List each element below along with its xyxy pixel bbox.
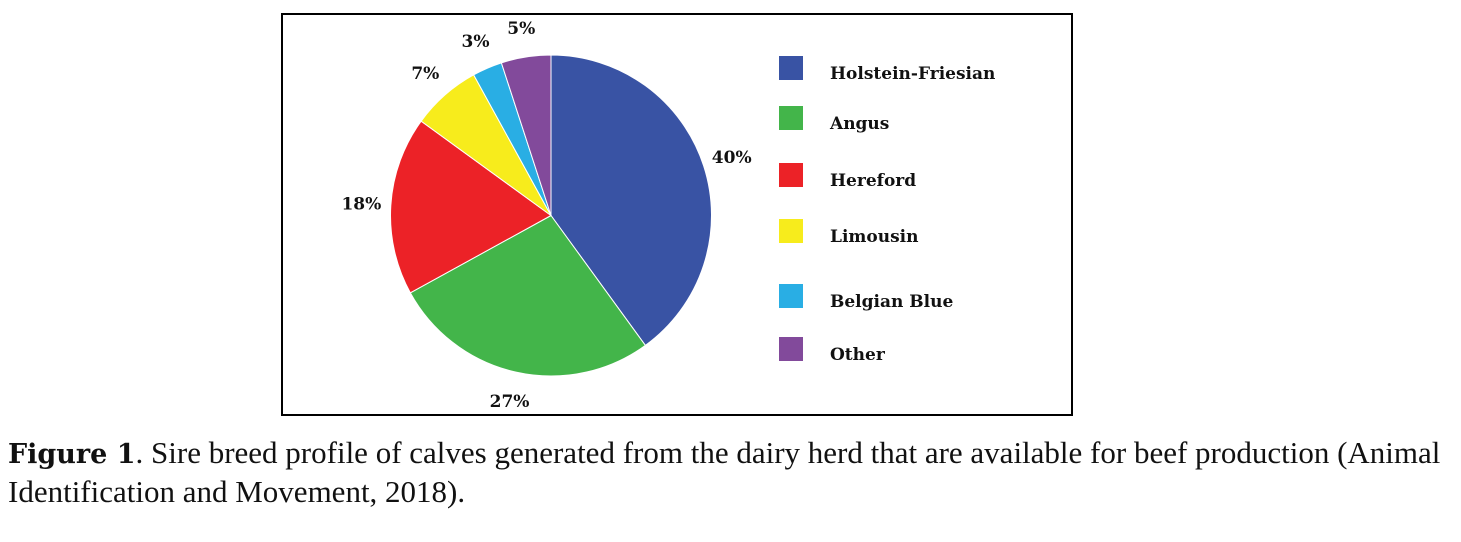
figure-caption: Figure 1. Sire breed profile of calves g… (8, 434, 1448, 510)
legend-swatch (779, 56, 803, 80)
legend-item: Limousin (779, 219, 919, 247)
legend-label: Limousin (830, 227, 919, 247)
pie-slice-holstein-friesian (550, 54, 712, 347)
slice-label: 3% (462, 32, 490, 52)
slice-label: 5% (507, 19, 535, 39)
legend-label: Holstein-Friesian (830, 64, 995, 84)
slice-label: 27% (490, 392, 530, 412)
legend-swatch (779, 163, 803, 187)
legend-item: Angus (779, 106, 889, 134)
legend-label: Hereford (830, 171, 916, 191)
slice-label: 7% (411, 64, 439, 84)
legend-swatch (779, 106, 803, 130)
chart-frame (281, 13, 1073, 416)
pie-slice-hereford (390, 120, 552, 294)
legend-item: Belgian Blue (779, 284, 953, 312)
legend-item: Other (779, 337, 886, 365)
caption-label: Figure 1 (8, 439, 136, 470)
legend-swatch (779, 219, 803, 243)
legend-item: Holstein-Friesian (779, 56, 995, 84)
legend-label: Angus (829, 114, 889, 134)
legend-label: Belgian Blue (830, 292, 953, 312)
slice-label: 18% (341, 195, 381, 215)
slice-label: 40% (712, 148, 752, 168)
legend-swatch (779, 337, 803, 361)
pie-slice-other (500, 54, 552, 216)
pie-slice-angus (409, 214, 647, 377)
legend-label: Other (830, 345, 886, 365)
pie-chart: 40% 27% 18% 7% 3% 5% Holstein-Friesian Angus Her… (341, 19, 995, 412)
legend-swatch (779, 284, 803, 308)
legend-item: Hereford (779, 163, 916, 191)
caption-text: . Sire breed profile of calves generated… (8, 435, 1441, 509)
